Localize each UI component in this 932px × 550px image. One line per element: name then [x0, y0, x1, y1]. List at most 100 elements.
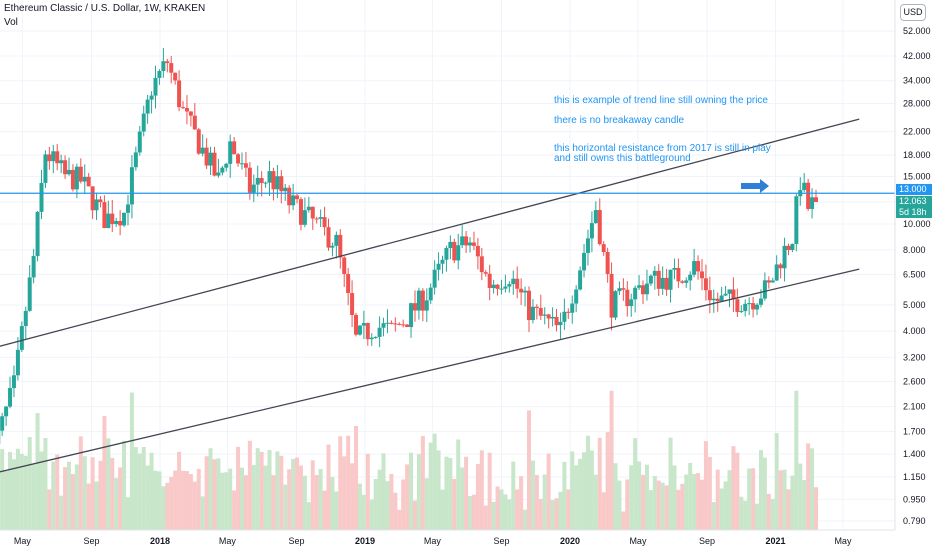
volume-bar [711, 502, 716, 530]
symbol-title[interactable]: Ethereum Classic / U.S. Dollar, 1W, KRAK… [4, 3, 206, 14]
candle-body [412, 303, 417, 311]
annotation-resistance-1: this horizontal resistance from 2017 is … [554, 143, 771, 154]
candle-body [719, 295, 724, 301]
candle-body [310, 206, 315, 219]
volume-bar [377, 469, 382, 530]
price-tick-label: 1.400 [903, 449, 926, 459]
lower-channel-line[interactable] [0, 268, 860, 483]
candle-body [27, 277, 32, 311]
time-tick-label: Sep [699, 536, 715, 546]
candle-body [511, 278, 516, 285]
candle-body [220, 167, 225, 173]
candle-body [287, 187, 292, 206]
candle-body [342, 257, 347, 275]
volume-bar [369, 499, 374, 530]
volume-bar [652, 476, 657, 530]
candle-body [633, 287, 638, 300]
volume-bar [637, 461, 642, 530]
candle-body [125, 204, 130, 213]
volume-bar [617, 480, 622, 530]
volume-indicator-label[interactable]: Vol [4, 17, 18, 28]
upper-channel-line[interactable] [0, 118, 860, 359]
candle-body [629, 299, 634, 307]
volume-bar [790, 475, 795, 530]
volume-bar [389, 473, 394, 530]
volume-bar [570, 451, 575, 530]
candle-body [35, 211, 40, 257]
volume-bar [220, 472, 225, 530]
volume-bar [503, 494, 508, 530]
volume-bar [334, 491, 339, 530]
volume-bar [515, 489, 520, 530]
candle-body [762, 280, 767, 299]
volume-bar [43, 437, 48, 530]
candle-body [361, 323, 366, 326]
volume-bar [243, 475, 248, 530]
volume-bar [216, 458, 221, 530]
volume-bar [696, 473, 701, 530]
volume-bar [318, 469, 323, 530]
time-tick-label: Sep [493, 536, 509, 546]
currency-button[interactable]: USD [900, 4, 926, 21]
time-axis-labels[interactable]: May Sep 2018 May Sep 2019 May Sep 2020 May Sep 2021… [14, 536, 852, 546]
volume-bar [287, 469, 292, 530]
volume-bar [491, 501, 496, 530]
volume-bar [397, 509, 402, 530]
candle-body [554, 316, 559, 326]
candle-body [55, 151, 60, 164]
volume-bar [684, 474, 689, 530]
candle-body [656, 270, 661, 289]
volume-bar [699, 479, 704, 530]
volume-bar [4, 471, 9, 530]
price-tick-label: 8.000 [903, 245, 926, 255]
volume-bars [0, 390, 818, 530]
candle-body [192, 115, 197, 130]
volume-bar [597, 437, 602, 530]
candle-body [393, 323, 398, 325]
candle-body [19, 326, 24, 350]
volume-bar [401, 479, 406, 530]
candle-body [711, 298, 716, 301]
volume-bar [589, 450, 594, 530]
candle-body [499, 288, 504, 290]
trend-lines [0, 118, 895, 483]
candle-body [385, 322, 390, 324]
candle-body [456, 245, 461, 261]
volume-bar [444, 456, 449, 530]
candle-body [810, 197, 815, 209]
volume-bar [35, 413, 40, 530]
volume-bar [51, 461, 56, 530]
candle-body [644, 283, 649, 295]
candle-body [676, 267, 681, 282]
candle-body [369, 337, 374, 340]
annotation-arrow [741, 179, 769, 193]
volume-bar [416, 454, 421, 530]
volume-bar [743, 500, 748, 530]
volume-bar [731, 446, 736, 530]
candle-body [495, 284, 500, 289]
volume-bar [562, 461, 567, 530]
candle-body [279, 176, 284, 192]
candle-body [110, 213, 115, 225]
candle-body [129, 167, 134, 205]
volume-bar [224, 472, 229, 530]
candle-body [562, 311, 567, 322]
price-axis-labels[interactable]: 52.000 42.000 34.000 28.000 22.000 18.000 15.0… [903, 26, 931, 526]
candle-body [475, 245, 480, 257]
volume-bar [507, 499, 512, 530]
candle-body [692, 261, 697, 275]
volume-bar [346, 435, 351, 530]
volume-bar [275, 451, 280, 530]
candle-body [302, 210, 307, 225]
volume-bar [314, 475, 319, 530]
candle-body [102, 202, 107, 229]
candle-body [460, 236, 465, 246]
volume-bar [460, 467, 465, 530]
volume-bar [452, 478, 457, 530]
volume-bar [727, 470, 732, 530]
candle-body [212, 152, 217, 176]
candle-body [8, 388, 13, 407]
candle-body [416, 290, 421, 311]
candle-body [420, 290, 425, 311]
